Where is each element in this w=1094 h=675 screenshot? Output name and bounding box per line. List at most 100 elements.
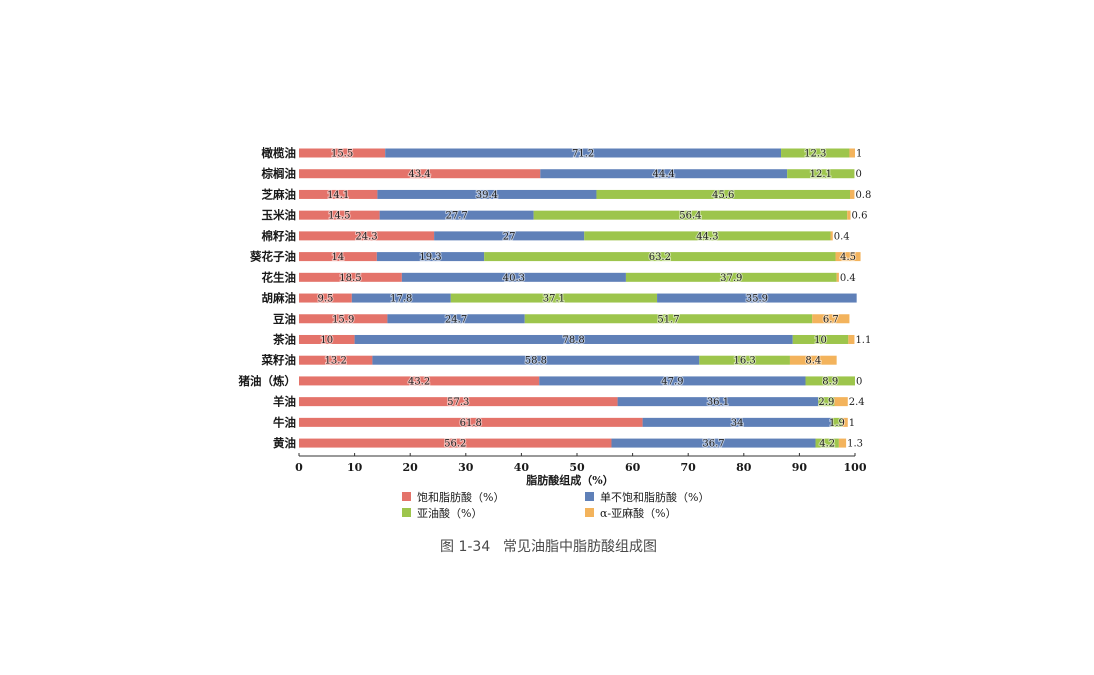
value-label: 24.3 [355, 231, 377, 242]
legend-swatch-alpha-linolenic [585, 508, 594, 517]
bar-segment [625, 272, 837, 282]
x-tick-label: 70 [681, 461, 697, 474]
x-tick-label: 80 [736, 461, 752, 474]
category-label: 葵花子油 [249, 250, 296, 264]
category-label: 玉米油 [262, 208, 297, 222]
bar-segment [299, 148, 386, 158]
category-label: 茶油 [272, 332, 296, 346]
value-label: 0.6 [852, 211, 868, 222]
bar-segment [596, 189, 850, 199]
bar-segment [299, 252, 377, 262]
value-label: 35.9 [746, 294, 768, 305]
bar-segment [849, 148, 855, 158]
value-label: 37.1 [543, 294, 565, 305]
bar-segment [376, 252, 485, 262]
bar-segment [781, 148, 850, 158]
value-label: 2.9 [818, 397, 834, 408]
value-label: 36.7 [702, 439, 724, 450]
value-label: 14.5 [328, 211, 350, 222]
value-label: 71.2 [572, 149, 594, 160]
value-label: 40.3 [503, 273, 525, 284]
value-label: 8.9 [822, 376, 838, 387]
legend-label-monounsaturated: 单不饱和脂肪酸（%） [600, 490, 709, 504]
value-label: 10 [814, 335, 827, 346]
bar-segment [299, 397, 618, 407]
bar-segment [642, 417, 832, 427]
bar-segment [849, 189, 855, 199]
bar-segment [299, 210, 380, 220]
bar-segment [377, 189, 597, 199]
bar-segment [805, 376, 855, 386]
value-label: 14 [332, 252, 345, 263]
category-label: 棕榈油 [261, 167, 297, 181]
category-label: 花生油 [262, 270, 297, 284]
value-label: 18.5 [339, 273, 361, 284]
value-label: 27.7 [445, 211, 467, 222]
bar-segment [539, 376, 806, 386]
value-label: 78.8 [563, 335, 585, 346]
bar-segment [584, 231, 831, 241]
bar-segment [838, 438, 847, 448]
bar-segment [847, 210, 851, 220]
x-tick-label: 60 [625, 461, 641, 474]
bar-segment [789, 355, 837, 365]
value-label: 8.4 [805, 356, 821, 367]
bar-segment [372, 355, 700, 365]
value-label: 15.5 [331, 149, 353, 160]
value-label: 45.6 [712, 190, 734, 201]
value-label: 0.4 [840, 273, 856, 284]
bar-segment [815, 438, 839, 448]
bar-segment [617, 397, 819, 407]
value-label: 10 [320, 335, 333, 346]
value-label: 1 [849, 418, 855, 429]
x-axis: 0 10 20 30 40 50 60 70 80 90 100 [295, 453, 867, 474]
value-label: 9.5 [317, 294, 333, 305]
category-label: 棉籽油 [262, 229, 297, 243]
value-label: 34 [731, 418, 744, 429]
value-label: 1 [856, 149, 862, 160]
bar-segment [699, 355, 790, 365]
category-label: 菜籽油 [261, 353, 297, 367]
bar-segment [524, 314, 813, 324]
category-label: 牛油 [273, 415, 296, 429]
value-labels-layer: 15.5 71.2 12.3 1 43.4 44.4 12.1 0 14.1 39.4 45.6 0.… [316, 148, 872, 451]
value-label: 4.5 [840, 252, 856, 263]
bars-layer [299, 148, 861, 448]
legend: 饱和脂肪酸（%） 单不饱和脂肪酸（%） 亚油酸（%） α-亚麻酸（%） [402, 490, 709, 520]
value-label: 6.7 [823, 314, 839, 325]
value-label: 17.8 [390, 294, 412, 305]
category-label: 芝麻油 [262, 187, 297, 201]
value-label: 24.7 [445, 314, 467, 325]
legend-label-saturated: 饱和脂肪酸（%） [417, 490, 504, 504]
value-label: 36.1 [707, 397, 729, 408]
bar-segment [299, 417, 643, 427]
bar-segment [299, 293, 352, 303]
x-tick-label: 30 [458, 461, 474, 474]
category-label: 羊油 [273, 395, 296, 409]
value-label: 39.4 [476, 190, 498, 201]
bar-segment [657, 293, 857, 303]
value-label: 43.4 [409, 169, 431, 180]
bar-segment [831, 417, 843, 427]
legend-label-alpha-linolenic: α-亚麻酸（%） [600, 506, 677, 520]
value-label: 47.9 [661, 376, 683, 387]
value-label: 56.2 [444, 439, 466, 450]
value-label: 43.2 [408, 376, 430, 387]
bar-segment [299, 189, 378, 199]
bar-segment [299, 355, 373, 365]
bar-segment [818, 397, 835, 407]
value-label: 63.2 [649, 252, 671, 263]
x-axis-title: 脂肪酸组成（%） [525, 473, 613, 487]
bar-segment [354, 334, 793, 344]
value-label: 1.3 [847, 439, 863, 450]
bar-segment [385, 148, 782, 158]
x-tick-label: 10 [347, 461, 363, 474]
bar-segment [299, 272, 402, 282]
bar-segment [787, 169, 855, 179]
value-label: 57.3 [447, 397, 469, 408]
bar-segment [792, 334, 849, 344]
category-label: 豆油 [273, 312, 296, 326]
value-label: 15.9 [332, 314, 354, 325]
